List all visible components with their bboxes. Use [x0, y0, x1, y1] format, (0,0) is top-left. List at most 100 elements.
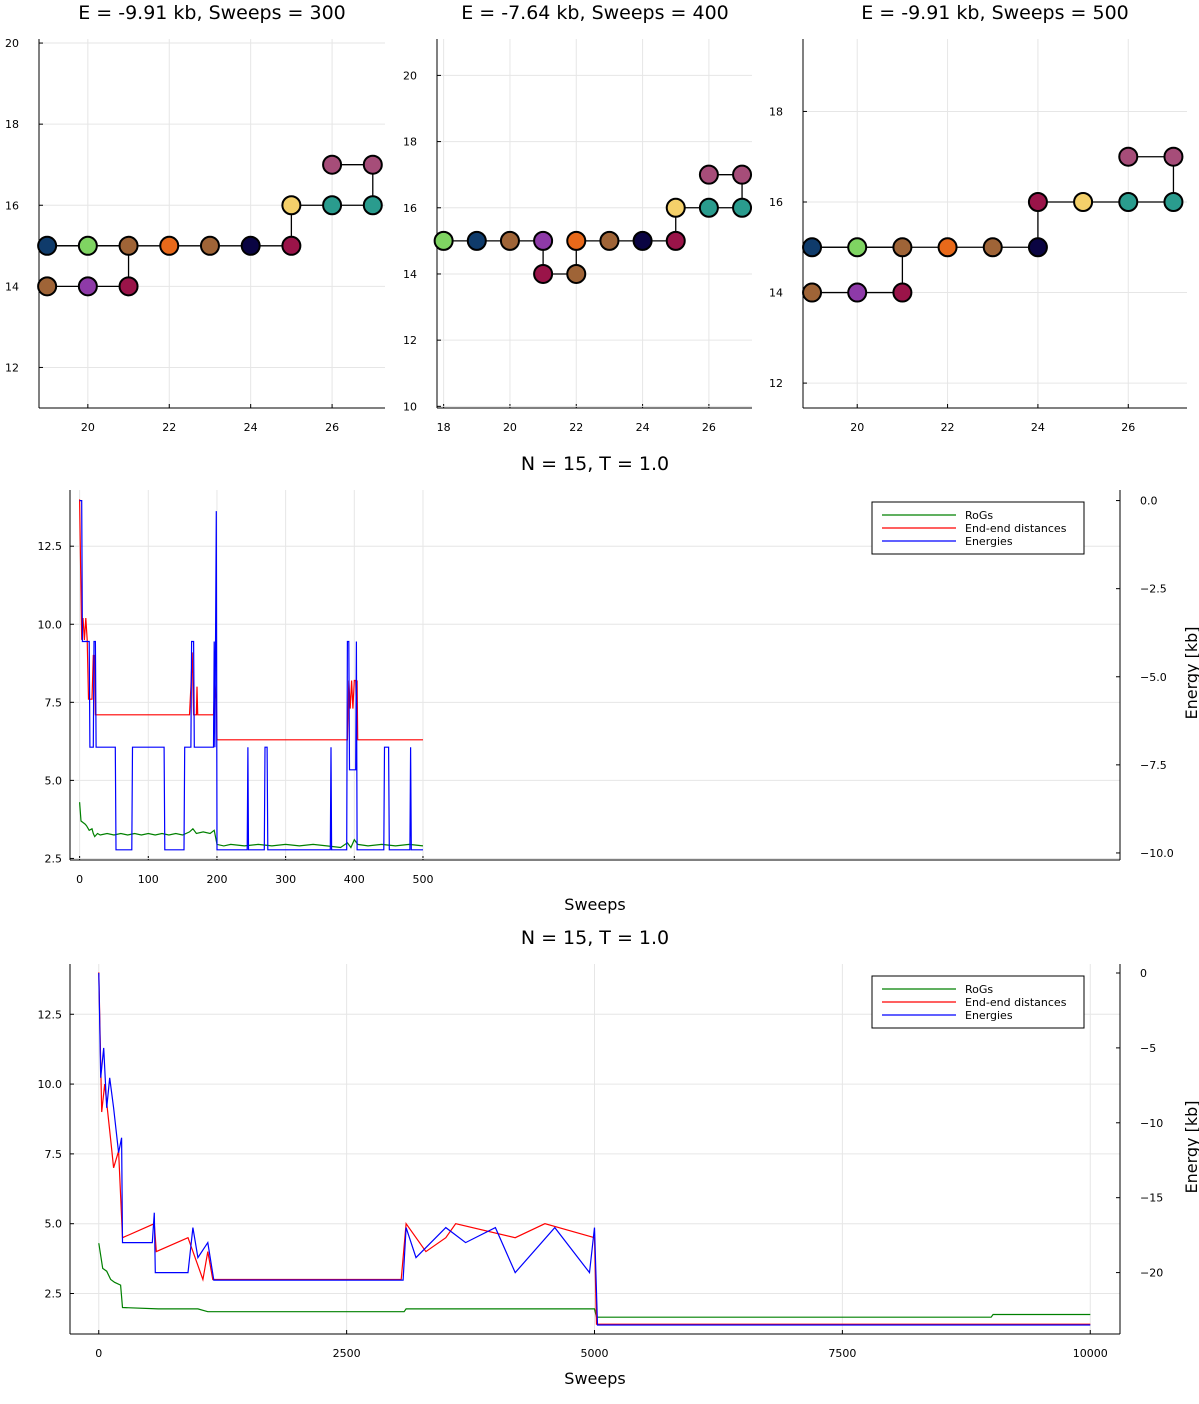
timeseries-panel-2: N = 15, T = 1.0 0 2500 5000 7500 10000 2.5 5.0 7…: [38, 927, 1199, 1388]
x-tick-label: 26: [1121, 421, 1135, 434]
x-tick-label: 400: [344, 873, 365, 886]
monomer: [1118, 191, 1139, 212]
monomer: [199, 235, 220, 256]
y-tick-label: 10: [403, 400, 417, 413]
legend-entry: Energies: [965, 535, 1013, 548]
y-tick-label: 18: [769, 105, 783, 118]
y2-tick-label: −20: [1140, 1267, 1163, 1280]
x-tick-label: 20: [850, 421, 864, 434]
y-tick-label: 7.5: [45, 1148, 63, 1161]
timeseries-panel-1: N = 15, T = 1.0 0 100 200 300 400 500 2.5 5.0 7.5…: [38, 453, 1199, 914]
monomer: [665, 230, 686, 251]
x-tick-label: 0: [76, 873, 83, 886]
x-tick-label: 2500: [333, 1347, 361, 1360]
monomer: [322, 195, 343, 216]
monomer: [433, 230, 454, 251]
monomer: [322, 154, 343, 175]
monomer: [1027, 191, 1048, 212]
y-tick-label: 14: [403, 268, 417, 281]
chart-title: N = 15, T = 1.0: [521, 453, 669, 475]
y2-tick-label: −2.5: [1140, 583, 1167, 596]
legend-entry: RoGs: [965, 509, 993, 522]
x-tick-label: 24: [1031, 421, 1045, 434]
y-tick-label: 5.0: [45, 1218, 63, 1231]
monomer: [118, 235, 139, 256]
x-tick-label: 24: [636, 421, 650, 434]
monomer: [77, 235, 98, 256]
x-tick-label: 20: [503, 421, 517, 434]
monomer: [77, 276, 98, 297]
x-tick-label: 200: [206, 873, 227, 886]
y-tick-label: 14: [769, 287, 783, 300]
lattice-panel-1: E = -9.91 kb, Sweeps = 300 20 22 24 26 12 14 16…: [5, 2, 385, 434]
panel-title: E = -9.91 kb, Sweeps = 300: [78, 2, 346, 24]
monomer: [1163, 146, 1184, 167]
y2-tick-label: −7.5: [1140, 759, 1167, 772]
monomer: [732, 197, 753, 218]
y-tick-label: 2.5: [45, 1288, 63, 1301]
monomer: [159, 235, 180, 256]
legend-entry: RoGs: [965, 983, 993, 996]
y-tick-label: 12.5: [38, 1008, 63, 1021]
lattice-panel-3: E = -9.91 kb, Sweeps = 500 20 22 24 26 12 14 16…: [769, 2, 1187, 434]
monomer: [362, 154, 383, 175]
monomer: [37, 276, 58, 297]
y2-tick-label: −5.0: [1140, 671, 1167, 684]
y-tick-label: 18: [403, 136, 417, 149]
monomer: [1027, 237, 1048, 258]
y-tick-label: 16: [5, 199, 19, 212]
legend-entry: End-end distances: [965, 996, 1067, 1009]
y-tick-label: 16: [403, 202, 417, 215]
lattice-panel-2: E = -7.64 kb, Sweeps = 400 18 20 22 24 26 10 12…: [403, 2, 753, 434]
y-tick-label: 10.0: [38, 618, 63, 631]
y-tick-label: 12: [5, 361, 19, 374]
x-tick-label: 300: [275, 873, 296, 886]
monomer: [1118, 146, 1139, 167]
y2-tick-label: −10: [1140, 1117, 1163, 1130]
y-tick-label: 12: [769, 377, 783, 390]
legend-entry: Energies: [965, 1009, 1013, 1022]
y-tick-label: 20: [403, 69, 417, 82]
x-tick-label: 500: [412, 873, 433, 886]
x-tick-label: 100: [138, 873, 159, 886]
series-line-2: [79, 499, 423, 741]
x-axis-label: Sweeps: [564, 895, 625, 914]
monomer: [802, 282, 823, 303]
monomer: [632, 230, 653, 251]
y-tick-label: 2.5: [45, 852, 63, 865]
x-tick-label: 5000: [581, 1347, 609, 1360]
y-tick-label: 20: [5, 37, 19, 50]
monomer: [281, 195, 302, 216]
monomer: [698, 197, 719, 218]
monomer: [240, 235, 261, 256]
chart-title: N = 15, T = 1.0: [521, 927, 669, 949]
monomer: [1073, 191, 1094, 212]
x-tick-label: 7500: [828, 1347, 856, 1360]
monomer: [892, 282, 913, 303]
monomer: [665, 197, 686, 218]
monomer: [118, 276, 139, 297]
y2-tick-label: −5: [1140, 1042, 1156, 1055]
x-tick-label: 26: [325, 421, 339, 434]
monomer: [847, 237, 868, 258]
monomer: [466, 230, 487, 251]
monomer: [982, 237, 1003, 258]
monomer: [566, 230, 587, 251]
monomer: [533, 230, 554, 251]
monomer: [698, 164, 719, 185]
y2-axis-label: Energy [kb]: [1182, 1100, 1199, 1193]
panel-title: E = -7.64 kb, Sweeps = 400: [461, 2, 729, 24]
y-tick-label: 16: [769, 196, 783, 209]
monomer: [566, 263, 587, 284]
series-line-1: [98, 1243, 1091, 1318]
x-tick-label: 24: [244, 421, 258, 434]
y-tick-label: 5.0: [45, 774, 63, 787]
x-tick-label: 18: [437, 421, 451, 434]
series-line-3: [98, 972, 1091, 1326]
x-tick-label: 22: [162, 421, 176, 434]
y-tick-label: 14: [5, 280, 19, 293]
